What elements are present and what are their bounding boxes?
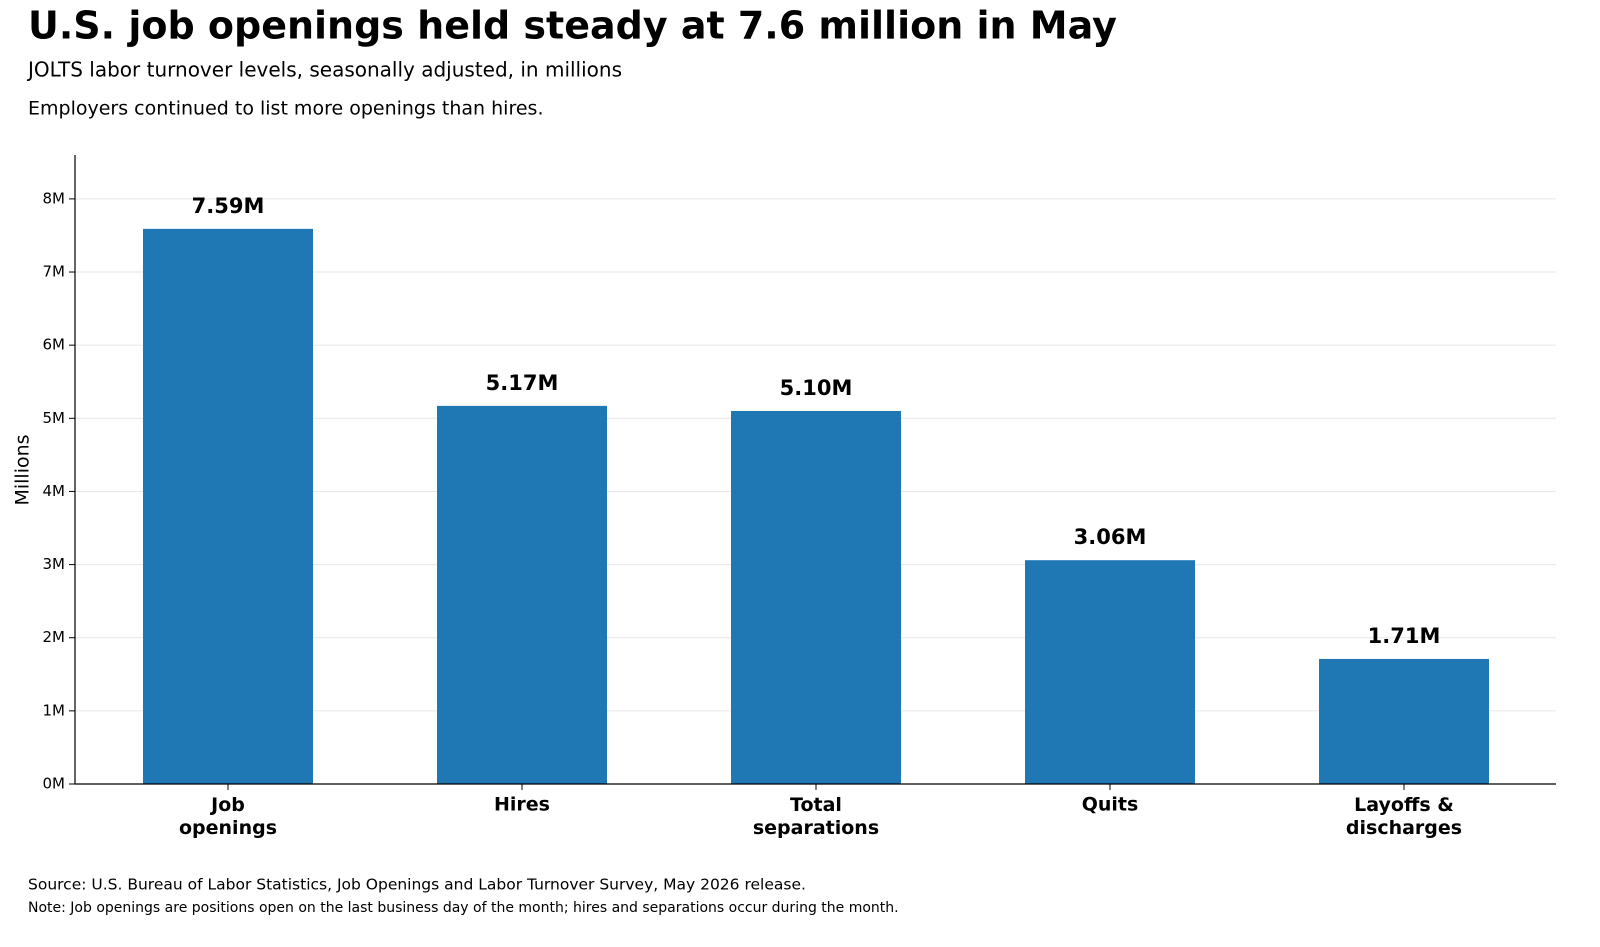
source: Source: U.S. Bureau of Labor Statistics,… <box>28 876 806 894</box>
y-tick-label: 8M <box>43 189 66 207</box>
y-tick-label: 4M <box>43 482 66 500</box>
y-tick-label: 5M <box>43 409 66 427</box>
value-label: 1.71M <box>1368 624 1441 648</box>
value-label: 3.06M <box>1074 525 1147 549</box>
y-tick-label: 6M <box>43 336 66 354</box>
x-tick-label: Layoffs & discharges <box>1346 794 1462 839</box>
x-tick-label: Total separations <box>753 794 879 839</box>
bar <box>731 410 901 784</box>
bar <box>437 405 607 784</box>
note: Note: Job openings are positions open on… <box>28 900 899 916</box>
x-tick-label: Quits <box>1082 794 1139 816</box>
y-tick-label: 0M <box>43 775 66 793</box>
y-tick-label: 2M <box>43 628 66 646</box>
bar <box>143 228 313 785</box>
chart-subtitle: JOLTS labor turnover levels, seasonally … <box>26 58 622 82</box>
value-label: 5.10M <box>780 376 853 400</box>
y-axis-label: Millions <box>12 434 34 505</box>
x-tick-label: Job openings <box>179 794 277 839</box>
bar <box>1319 658 1489 784</box>
value-label: 7.59M <box>192 194 265 218</box>
bar <box>1025 560 1195 784</box>
x-tick-label: Hires <box>494 794 550 816</box>
value-label: 5.17M <box>486 371 559 395</box>
chart-title: U.S. job openings held steady at 7.6 mil… <box>28 4 1117 48</box>
y-tick-label: 3M <box>43 555 66 573</box>
annotation: Employers continued to list more opening… <box>28 98 544 120</box>
y-tick-label: 7M <box>43 263 66 281</box>
y-tick-label: 1M <box>43 701 66 719</box>
